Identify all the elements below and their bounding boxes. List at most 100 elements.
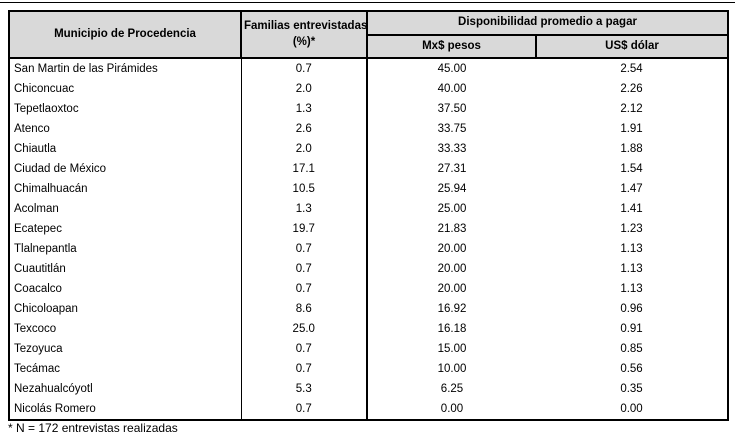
familias-percent-cell: 0.7 xyxy=(241,359,368,379)
municipio-cell: Nezahualcóyotl xyxy=(9,379,242,399)
table-row: Chimalhuacán 10.5 25.94 1.47 xyxy=(9,179,729,199)
header-row-2: Mx$ pesos US$ dólar xyxy=(9,34,730,59)
table-header: Municipio de Procedencia Familias entrev… xyxy=(8,10,730,59)
mx-pesos-cell: 10.00 xyxy=(367,359,536,379)
header-familias-line2: (%)* xyxy=(292,35,316,48)
us-dolar-cell: 1.47 xyxy=(536,179,729,199)
municipio-cell: Tezoyuca xyxy=(9,339,242,359)
municipio-cell: Nicolás Romero xyxy=(9,399,242,420)
familias-percent-cell: 10.5 xyxy=(241,179,368,199)
mx-pesos-cell: 25.94 xyxy=(367,179,536,199)
familias-percent-cell: 0.7 xyxy=(241,239,368,259)
us-dolar-cell: 0.35 xyxy=(536,379,729,399)
familias-percent-cell: 2.0 xyxy=(241,139,368,159)
table-row: Tlalnepantla 0.7 20.00 1.13 xyxy=(9,239,729,259)
table-row: Texcoco 25.0 16.18 0.91 xyxy=(9,319,729,339)
table-body: San Martin de las Pirámides 0.7 45.00 2.… xyxy=(9,58,729,420)
familias-percent-cell: 1.3 xyxy=(241,199,368,219)
us-dolar-cell: 0.96 xyxy=(536,299,729,319)
municipio-cell: Acolman xyxy=(9,199,242,219)
familias-percent-cell: 0.7 xyxy=(241,58,368,79)
us-dolar-cell: 1.91 xyxy=(536,119,729,139)
us-dolar-cell: 2.12 xyxy=(536,99,729,119)
municipio-cell: Chicoloapan xyxy=(9,299,242,319)
familias-percent-cell: 0.7 xyxy=(241,259,368,279)
mx-pesos-cell: 21.83 xyxy=(367,219,536,239)
municipio-cell: Chiconcuac xyxy=(9,79,242,99)
familias-percent-cell: 8.6 xyxy=(241,299,368,319)
familias-percent-cell: 19.7 xyxy=(241,219,368,239)
header-us-dolar: US$ dólar xyxy=(534,34,730,59)
municipio-cell: Tepetlaoxtoc xyxy=(9,99,242,119)
us-dolar-cell: 0.56 xyxy=(536,359,729,379)
us-dolar-cell: 1.54 xyxy=(536,159,729,179)
table-row: Chicoloapan 8.6 16.92 0.96 xyxy=(9,299,729,319)
us-dolar-cell: 1.23 xyxy=(536,219,729,239)
municipio-cell: San Martin de las Pirámides xyxy=(9,58,242,79)
familias-percent-cell: 5.3 xyxy=(241,379,368,399)
us-dolar-cell: 2.54 xyxy=(536,58,729,79)
municipio-cell: Tlalnepantla xyxy=(9,239,242,259)
us-dolar-cell: 1.13 xyxy=(536,279,729,299)
mx-pesos-cell: 20.00 xyxy=(367,259,536,279)
table-row: Tepetlaoxtoc 1.3 37.50 2.12 xyxy=(9,99,729,119)
willingness-to-pay-table: Municipio de Procedencia Familias entrev… xyxy=(8,10,730,421)
us-dolar-cell: 1.13 xyxy=(536,259,729,279)
mx-pesos-cell: 20.00 xyxy=(367,279,536,299)
table-row: San Martin de las Pirámides 0.7 45.00 2.… xyxy=(9,58,729,79)
municipio-cell: Texcoco xyxy=(9,319,242,339)
table-row: Ecatepec 19.7 21.83 1.23 xyxy=(9,219,729,239)
us-dolar-cell: 0.85 xyxy=(536,339,729,359)
table-row: Coacalco 0.7 20.00 1.13 xyxy=(9,279,729,299)
top-rule-line xyxy=(0,2,735,3)
us-dolar-cell: 1.41 xyxy=(536,199,729,219)
us-dolar-cell: 1.13 xyxy=(536,239,729,259)
table-row: Chiautla 2.0 33.33 1.88 xyxy=(9,139,729,159)
table-row: Chiconcuac 2.0 40.00 2.26 xyxy=(9,79,729,99)
mx-pesos-cell: 15.00 xyxy=(367,339,536,359)
mx-pesos-cell: 45.00 xyxy=(367,58,536,79)
familias-percent-cell: 0.7 xyxy=(241,339,368,359)
mx-pesos-cell: 25.00 xyxy=(367,199,536,219)
familias-percent-cell: 17.1 xyxy=(241,159,368,179)
mx-pesos-cell: 6.25 xyxy=(367,379,536,399)
mx-pesos-cell: 16.92 xyxy=(367,299,536,319)
us-dolar-cell: 1.88 xyxy=(536,139,729,159)
familias-percent-cell: 1.3 xyxy=(241,99,368,119)
table-row: Atenco 2.6 33.75 1.91 xyxy=(9,119,729,139)
us-dolar-cell: 0.91 xyxy=(536,319,729,339)
table-row: Ciudad de México 17.1 27.31 1.54 xyxy=(9,159,729,179)
header-mx-pesos: Mx$ pesos xyxy=(366,34,537,59)
table-row: Cuautitlán 0.7 20.00 1.13 xyxy=(9,259,729,279)
mx-pesos-cell: 16.18 xyxy=(367,319,536,339)
header-familias: Familias entrevistadas (%)* xyxy=(240,10,368,59)
table-row: Tecámac 0.7 10.00 0.56 xyxy=(9,359,729,379)
footnote: * N = 172 entrevistas realizadas xyxy=(8,421,178,435)
familias-percent-cell: 0.7 xyxy=(241,399,368,420)
mx-pesos-cell: 37.50 xyxy=(367,99,536,119)
familias-percent-cell: 0.7 xyxy=(241,279,368,299)
us-dolar-cell: 0.00 xyxy=(536,399,729,420)
municipio-cell: Tecámac xyxy=(9,359,242,379)
header-row-1: Municipio de Procedencia Familias entrev… xyxy=(8,10,730,59)
table-row: Nicolás Romero 0.7 0.00 0.00 xyxy=(9,399,729,420)
municipio-cell: Chimalhuacán xyxy=(9,179,242,199)
municipio-cell: Coacalco xyxy=(9,279,242,299)
familias-percent-cell: 2.0 xyxy=(241,79,368,99)
municipio-cell: Cuautitlán xyxy=(9,259,242,279)
header-familias-line1: Familias entrevistadas xyxy=(244,19,368,32)
table-row: Nezahualcóyotl 5.3 6.25 0.35 xyxy=(9,379,729,399)
municipio-cell: Ecatepec xyxy=(9,219,242,239)
mx-pesos-cell: 0.00 xyxy=(367,399,536,420)
mx-pesos-cell: 40.00 xyxy=(367,79,536,99)
mx-pesos-cell: 27.31 xyxy=(367,159,536,179)
mx-pesos-cell: 33.75 xyxy=(367,119,536,139)
us-dolar-cell: 2.26 xyxy=(536,79,729,99)
mx-pesos-cell: 20.00 xyxy=(367,239,536,259)
familias-percent-cell: 25.0 xyxy=(241,319,368,339)
header-municipio: Municipio de Procedencia xyxy=(8,10,242,59)
table-row: Tezoyuca 0.7 15.00 0.85 xyxy=(9,339,729,359)
municipio-cell: Ciudad de México xyxy=(9,159,242,179)
municipio-cell: Atenco xyxy=(9,119,242,139)
municipio-cell: Chiautla xyxy=(9,139,242,159)
